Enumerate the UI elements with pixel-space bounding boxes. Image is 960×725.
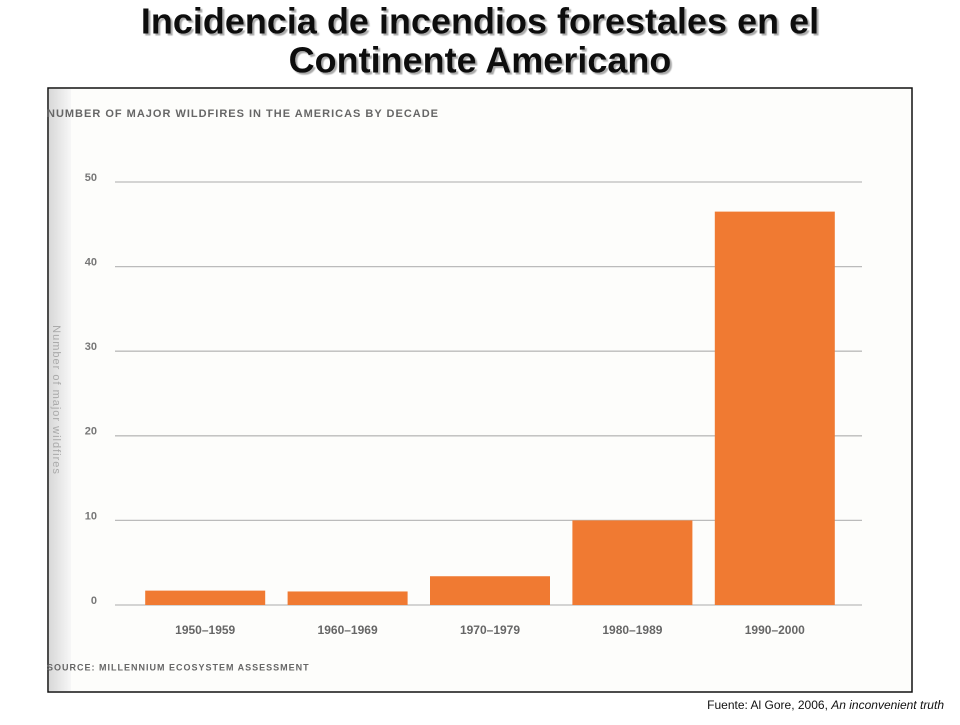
plot: 0 10 20 30 40 50 1950–1959 1960–1969 1970–1979 19… <box>85 172 862 637</box>
x-tick-label: 1970–1979 <box>460 623 520 637</box>
footer-text: Fuente: Al Gore, 2006, <box>707 698 831 712</box>
slide-title: Incidencia de incendios forestales en el <box>141 1 819 42</box>
y-tick-label: 0 <box>91 595 97 607</box>
chart-source: SOURCE: MILLENNIUM ECOSYSTEM ASSESSMENT <box>47 662 310 672</box>
page-shade <box>49 89 71 691</box>
footer: Fuente: Al Gore, 2006, An inconvenient t… <box>707 698 944 712</box>
y-tick-label: 50 <box>85 172 97 184</box>
y-tick-label: 40 <box>85 257 97 269</box>
x-tick-label: 1980–1989 <box>602 623 662 637</box>
y-tick-label: 20 <box>85 426 97 438</box>
y-tick-label: 10 <box>85 510 97 522</box>
bar <box>714 211 835 606</box>
bar <box>572 520 693 605</box>
slide-title: Continente Americano <box>289 40 672 81</box>
bar <box>287 591 408 605</box>
x-tick-label: 1960–1969 <box>318 623 378 637</box>
x-tick-label: 1990–2000 <box>745 623 805 637</box>
y-axis-label: Number of major wildfires <box>50 325 62 475</box>
y-tick-label: 30 <box>85 341 97 353</box>
footer-italic: An inconvenient truth <box>830 698 944 712</box>
x-tick-label: 1950–1959 <box>175 623 235 637</box>
bar <box>145 590 266 605</box>
chart-title: NUMBER OF MAJOR WILDFIRES IN THE AMERICA… <box>47 108 439 120</box>
bar <box>430 576 550 605</box>
